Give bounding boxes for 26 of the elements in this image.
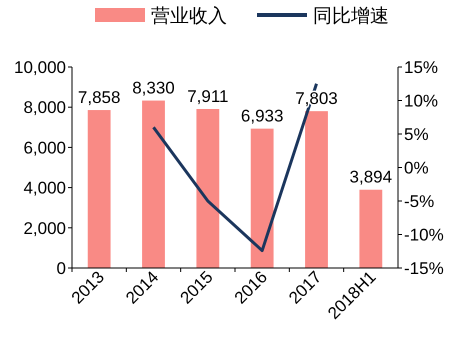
data-label: 6,933 [240, 106, 284, 126]
y-tick-label: 6,000 [23, 138, 66, 158]
y2-tick-label: 0% [404, 158, 429, 178]
bar [359, 190, 382, 268]
y2-tick-label: 10% [404, 92, 438, 110]
data-label: 7,911 [187, 86, 228, 106]
y2-tick-label: -15% [404, 259, 444, 278]
y-tick-label: 10,000 [14, 58, 66, 77]
data-label: 8,330 [132, 78, 175, 98]
y-tick-label: 0 [56, 259, 66, 278]
bar [305, 111, 328, 268]
y-tick-label: 8,000 [23, 98, 66, 118]
data-label: 3,894 [350, 168, 392, 187]
bar [88, 110, 111, 268]
bar [196, 108, 220, 268]
y2-tick-label: -5% [404, 192, 434, 211]
y2-tick-label: -10% [404, 226, 444, 244]
bar [250, 128, 274, 268]
y2-tick-label: 5% [404, 125, 429, 144]
data-label: 7,858 [78, 88, 120, 108]
legend-label: 同比增速 [313, 6, 389, 27]
y-tick-label: 2,000 [23, 218, 66, 238]
legend-label: 营业收入 [151, 6, 227, 27]
y2-tick-label: 15% [404, 58, 438, 77]
y-tick-label: 4,000 [23, 178, 66, 198]
bar [142, 100, 165, 268]
